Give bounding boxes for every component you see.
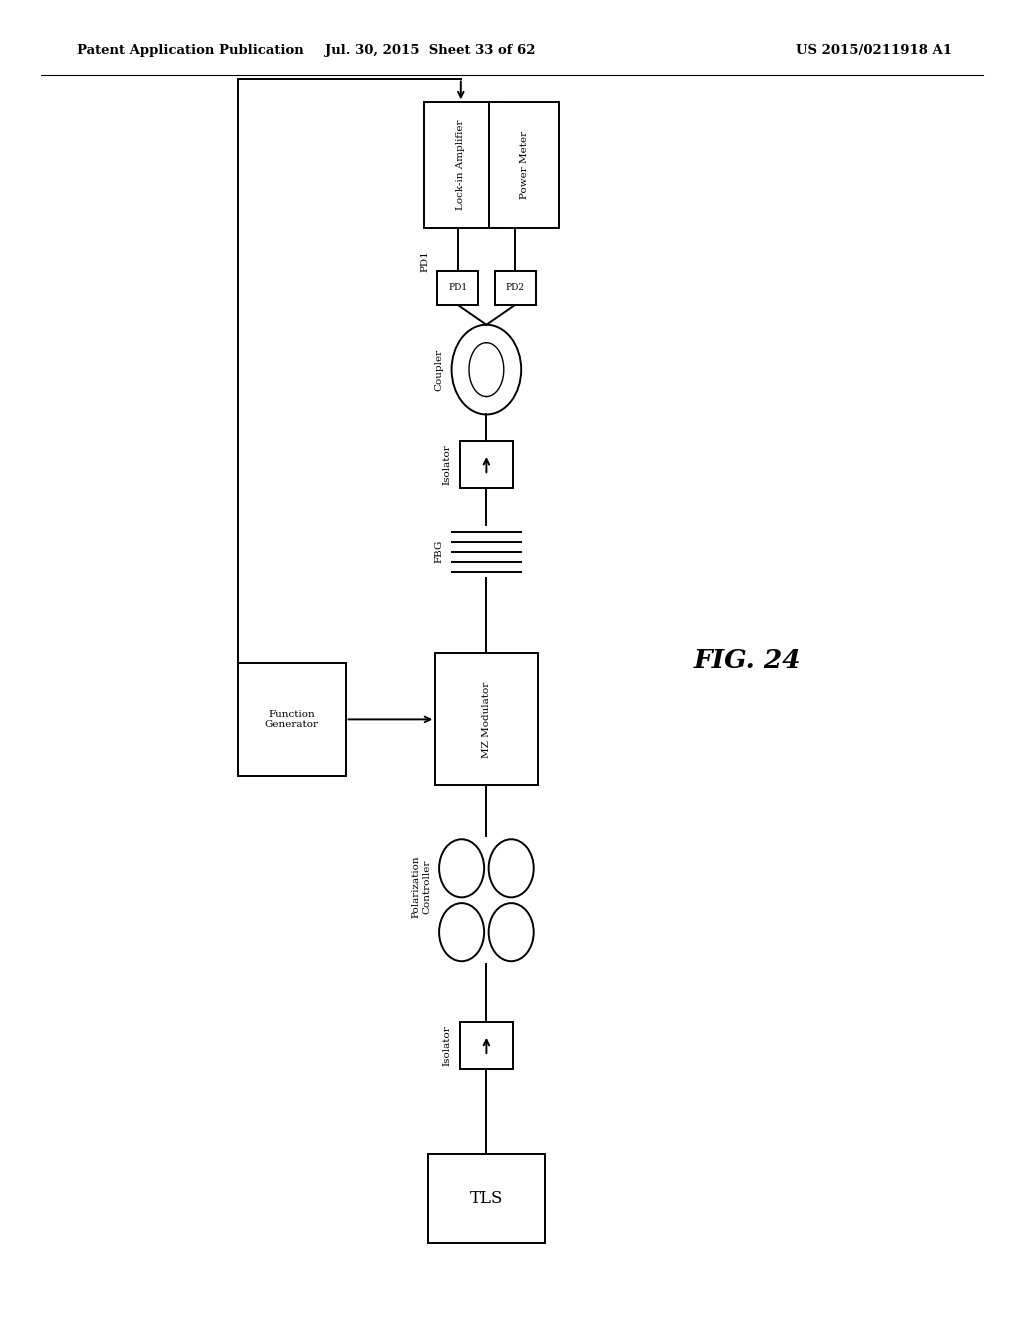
Bar (428, 1154, 545, 1243)
Text: Isolator: Isolator (442, 445, 452, 484)
Text: PD1: PD1 (449, 284, 467, 292)
Bar (424, 103, 498, 227)
Bar (460, 1022, 513, 1069)
Bar (435, 653, 538, 785)
Text: Jul. 30, 2015  Sheet 33 of 62: Jul. 30, 2015 Sheet 33 of 62 (325, 44, 536, 57)
Text: Polarization
Controller: Polarization Controller (412, 855, 431, 919)
Text: Function
Generator: Function Generator (265, 710, 318, 729)
Bar (495, 271, 536, 305)
Text: Lock-in Amplifier: Lock-in Amplifier (457, 120, 465, 210)
Text: PD2: PD2 (506, 284, 524, 292)
Bar (437, 271, 478, 305)
Text: Power Meter: Power Meter (520, 131, 528, 199)
Bar (489, 103, 559, 227)
Bar (460, 441, 513, 488)
Bar (238, 663, 345, 776)
Text: Coupler: Coupler (434, 348, 443, 391)
Text: Patent Application Publication: Patent Application Publication (77, 44, 303, 57)
Text: FIG. 24: FIG. 24 (693, 648, 802, 672)
Text: MZ Modulator: MZ Modulator (482, 681, 490, 758)
Text: US 2015/0211918 A1: US 2015/0211918 A1 (797, 44, 952, 57)
Text: PD1: PD1 (420, 251, 429, 272)
Text: FBG: FBG (434, 540, 443, 564)
Text: TLS: TLS (470, 1191, 503, 1206)
Text: Isolator: Isolator (442, 1026, 452, 1065)
